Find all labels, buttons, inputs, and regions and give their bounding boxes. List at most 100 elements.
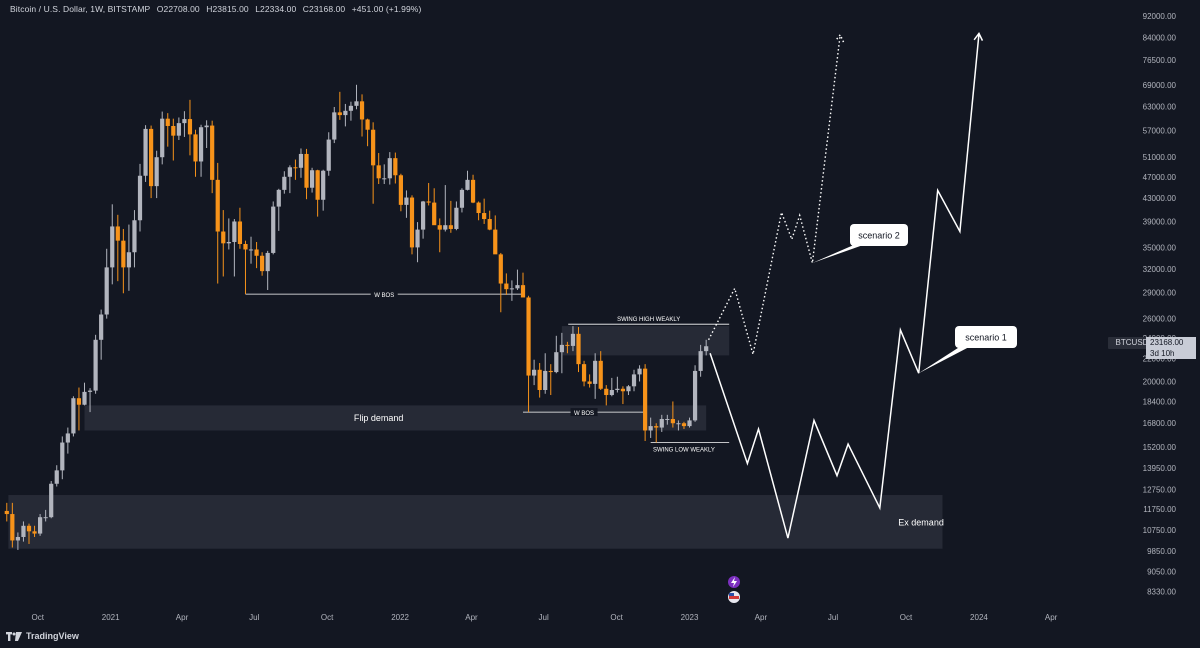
time-tick-label: Oct xyxy=(321,613,334,622)
candle-body xyxy=(526,297,531,376)
candle-body xyxy=(570,333,576,346)
callout-box[interactable] xyxy=(955,326,1017,348)
price-tick-label: 16800.00 xyxy=(1143,419,1177,428)
candle-body xyxy=(426,201,431,203)
time-tick-label: Jul xyxy=(539,613,549,622)
candle-body xyxy=(65,433,70,443)
symbol-price-label: BTCUSD xyxy=(1108,337,1156,349)
candle-body xyxy=(643,368,648,431)
candle-body xyxy=(681,423,687,427)
candle-body xyxy=(326,139,331,171)
candle-body xyxy=(176,123,181,136)
price-axis[interactable]: 8330.00 9050.00 9850.00 10750.00 11750.00 127… xyxy=(1143,12,1177,596)
candle-body xyxy=(121,240,126,268)
ohlc-change: +451.00 (+1.99%) xyxy=(351,4,422,14)
bar-countdown: 3d 10h xyxy=(1150,349,1175,358)
candle-body xyxy=(315,170,320,200)
candle-body xyxy=(576,333,581,365)
level-label-bg xyxy=(370,290,398,299)
candle-body xyxy=(593,360,598,384)
candle-body xyxy=(143,128,148,176)
price-tick-label: 51000.00 xyxy=(1143,153,1177,162)
candle-body xyxy=(160,118,165,158)
candle-body xyxy=(443,225,448,230)
candle-body xyxy=(271,206,276,253)
candle-body xyxy=(321,170,326,200)
candle-body xyxy=(282,176,287,190)
candle-body xyxy=(376,165,381,179)
candle-body xyxy=(587,381,592,384)
candle-body xyxy=(115,226,120,241)
candle-body xyxy=(548,370,553,373)
zones-layer: Flip demand Ex demand xyxy=(8,326,944,549)
candle-body xyxy=(4,510,9,515)
callout-pointer xyxy=(812,244,866,263)
price-tick-label: 63000.00 xyxy=(1143,103,1177,112)
zone-label: Ex demand xyxy=(898,518,944,528)
time-tick-label: Apr xyxy=(465,613,478,622)
time-tick-label: Oct xyxy=(900,613,913,622)
candle-body xyxy=(99,314,104,340)
candle-body xyxy=(493,229,498,255)
candle-body xyxy=(687,420,692,427)
candle-body xyxy=(626,386,631,392)
time-tick-label: 2021 xyxy=(102,613,120,622)
candle-body xyxy=(204,125,209,128)
ohlc-low: L22334.00 xyxy=(255,4,297,14)
candle-body xyxy=(210,125,215,180)
candle-body xyxy=(704,346,709,352)
candle-body xyxy=(104,267,109,315)
time-axis[interactable]: Oct 2021 Apr Jul Oct 2022 Apr Jul Oct 2023 Apr Jul O… xyxy=(31,613,1057,622)
symbol-title[interactable]: Bitcoin / U.S. Dollar, 1W, BITSTAMP xyxy=(10,4,151,14)
chart-icons xyxy=(728,576,740,603)
candle-body xyxy=(654,426,659,428)
candle-body xyxy=(154,157,159,187)
demand-zone xyxy=(84,405,707,431)
candle-body xyxy=(554,352,559,373)
projection-arrowhead xyxy=(973,32,984,41)
time-tick-label: 2022 xyxy=(391,613,409,622)
candle-body xyxy=(482,213,487,220)
candle-body xyxy=(598,360,603,389)
candle-body xyxy=(609,390,614,396)
time-tick-label: Jul xyxy=(249,613,259,622)
candle-body xyxy=(359,101,365,120)
candle-body xyxy=(648,426,653,431)
tradingview-brand[interactable]: TradingView xyxy=(6,631,79,641)
price-tick-label: 76500.00 xyxy=(1143,56,1177,65)
flag-stripe-icon xyxy=(729,596,739,599)
price-tick-label: 29000.00 xyxy=(1143,288,1177,297)
price-tick-label: 13950.00 xyxy=(1143,464,1177,473)
candle-body xyxy=(165,118,170,126)
candle-body xyxy=(126,252,132,268)
candle-body xyxy=(504,283,509,290)
price-tick-label: 92000.00 xyxy=(1143,12,1177,21)
callout-pointer xyxy=(918,346,971,374)
candle-body xyxy=(187,119,193,135)
candle-body xyxy=(332,112,337,140)
candle-body xyxy=(76,398,82,405)
candle-body xyxy=(221,231,226,244)
time-tick-label: Apr xyxy=(1045,613,1058,622)
candle-body xyxy=(637,368,642,375)
time-tick-label: Oct xyxy=(31,613,44,622)
price-tick-label: 26000.00 xyxy=(1143,315,1177,324)
candle-body xyxy=(248,249,254,251)
level-label: W BOS xyxy=(574,411,594,417)
callout-label: scenario 2 xyxy=(858,231,900,241)
ohlc-open: O22708.00 xyxy=(156,4,200,14)
zone-label: Flip demand xyxy=(354,413,404,423)
candle-body xyxy=(87,390,93,392)
callout-label: scenario 1 xyxy=(965,333,1007,343)
candle-body xyxy=(365,119,370,130)
candle-body xyxy=(454,207,459,229)
symbol-header: Bitcoin / U.S. Dollar, 1W, BITSTAMP O227… xyxy=(10,4,425,14)
time-tick-label: Jul xyxy=(828,613,838,622)
candle-body xyxy=(371,129,376,166)
candle-body xyxy=(309,170,315,188)
callout-box[interactable] xyxy=(850,224,908,246)
candle-body xyxy=(448,225,453,229)
candle-body xyxy=(26,525,32,532)
